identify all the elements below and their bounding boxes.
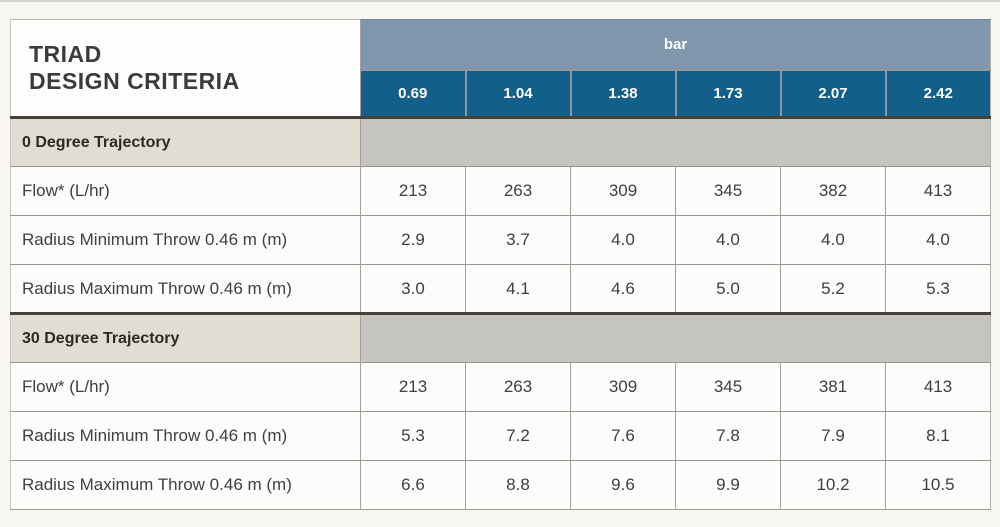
value-cell: 8.8 (465, 460, 571, 510)
value-cell: 5.3 (885, 264, 991, 314)
section-row-0-degree: 0 Degree Trajectory (10, 116, 991, 167)
pressure-header: 0.69 (360, 68, 466, 118)
value-cell: 5.2 (780, 264, 886, 314)
pressure-header: 1.04 (464, 68, 571, 118)
value-cell: 7.2 (465, 411, 571, 461)
value-cell: 7.6 (570, 411, 676, 461)
header-unit-row: TRIAD DESIGN CRITERIA bar (10, 19, 991, 118)
table-row: Flow* (L/hr) 213 263 309 345 382 413 (10, 166, 991, 216)
row-label: Flow* (L/hr) (10, 166, 361, 216)
value-cell: 7.8 (675, 411, 781, 461)
row-label: Radius Maximum Throw 0.46 m (m) (10, 264, 361, 314)
title-line-1: TRIAD (29, 40, 102, 67)
value-cell: 5.3 (360, 411, 466, 461)
value-cell: 4.0 (780, 215, 886, 265)
row-label: Radius Minimum Throw 0.46 m (m) (10, 215, 361, 265)
section-fill (360, 312, 991, 363)
row-label: Radius Minimum Throw 0.46 m (m) (10, 411, 361, 461)
section-row-30-degree: 30 Degree Trajectory (10, 312, 991, 363)
value-cell: 345 (675, 362, 781, 412)
value-cell: 6.6 (360, 460, 466, 510)
value-cell: 213 (360, 362, 466, 412)
table-row: Radius Minimum Throw 0.46 m (m) 5.3 7.2 … (10, 411, 991, 461)
value-cell: 9.6 (570, 460, 676, 510)
title-line-2: DESIGN CRITERIA (29, 68, 240, 94)
section-fill (360, 116, 991, 167)
value-cell: 381 (780, 362, 886, 412)
value-cell: 9.9 (675, 460, 781, 510)
value-cell: 213 (360, 166, 466, 216)
pressure-header: 2.42 (884, 68, 991, 118)
row-label: Flow* (L/hr) (10, 362, 361, 412)
table-row: Radius Minimum Throw 0.46 m (m) 2.9 3.7 … (10, 215, 991, 265)
unit-header-bar: bar (360, 19, 991, 70)
value-cell: 3.0 (360, 264, 466, 314)
value-cell: 4.0 (570, 215, 676, 265)
value-cell: 7.9 (780, 411, 886, 461)
value-cell: 345 (675, 166, 781, 216)
table-title: TRIAD DESIGN CRITERIA (10, 19, 361, 118)
table-row: Radius Maximum Throw 0.46 m (m) 3.0 4.1 … (10, 264, 991, 314)
section-label: 30 Degree Trajectory (10, 312, 361, 363)
value-cell: 263 (465, 166, 571, 216)
value-cell: 4.6 (570, 264, 676, 314)
header-pressure-row: 0.69 1.04 1.38 1.73 2.07 2.42 (11, 68, 991, 118)
value-cell: 4.0 (675, 215, 781, 265)
value-cell: 413 (885, 362, 991, 412)
row-label: Radius Maximum Throw 0.46 m (m) (10, 460, 361, 510)
value-cell: 10.5 (885, 460, 991, 510)
table-row: Flow* (L/hr) 213 263 309 345 381 413 (10, 362, 991, 412)
value-cell: 2.9 (360, 215, 466, 265)
value-cell: 4.1 (465, 264, 571, 314)
value-cell: 309 (570, 166, 676, 216)
design-criteria-table: TRIAD DESIGN CRITERIA bar 0.69 1.04 1.38… (10, 19, 991, 510)
value-cell: 263 (465, 362, 571, 412)
pressure-header: 1.73 (674, 68, 781, 118)
top-divider (0, 0, 1000, 2)
table-row: Radius Maximum Throw 0.46 m (m) 6.6 8.8 … (10, 460, 991, 510)
value-cell: 8.1 (885, 411, 991, 461)
value-cell: 413 (885, 166, 991, 216)
pressure-header: 1.38 (569, 68, 676, 118)
value-cell: 382 (780, 166, 886, 216)
value-cell: 4.0 (885, 215, 991, 265)
section-label: 0 Degree Trajectory (10, 116, 361, 167)
value-cell: 309 (570, 362, 676, 412)
value-cell: 3.7 (465, 215, 571, 265)
pressure-header: 2.07 (779, 68, 886, 118)
value-cell: 5.0 (675, 264, 781, 314)
value-cell: 10.2 (780, 460, 886, 510)
